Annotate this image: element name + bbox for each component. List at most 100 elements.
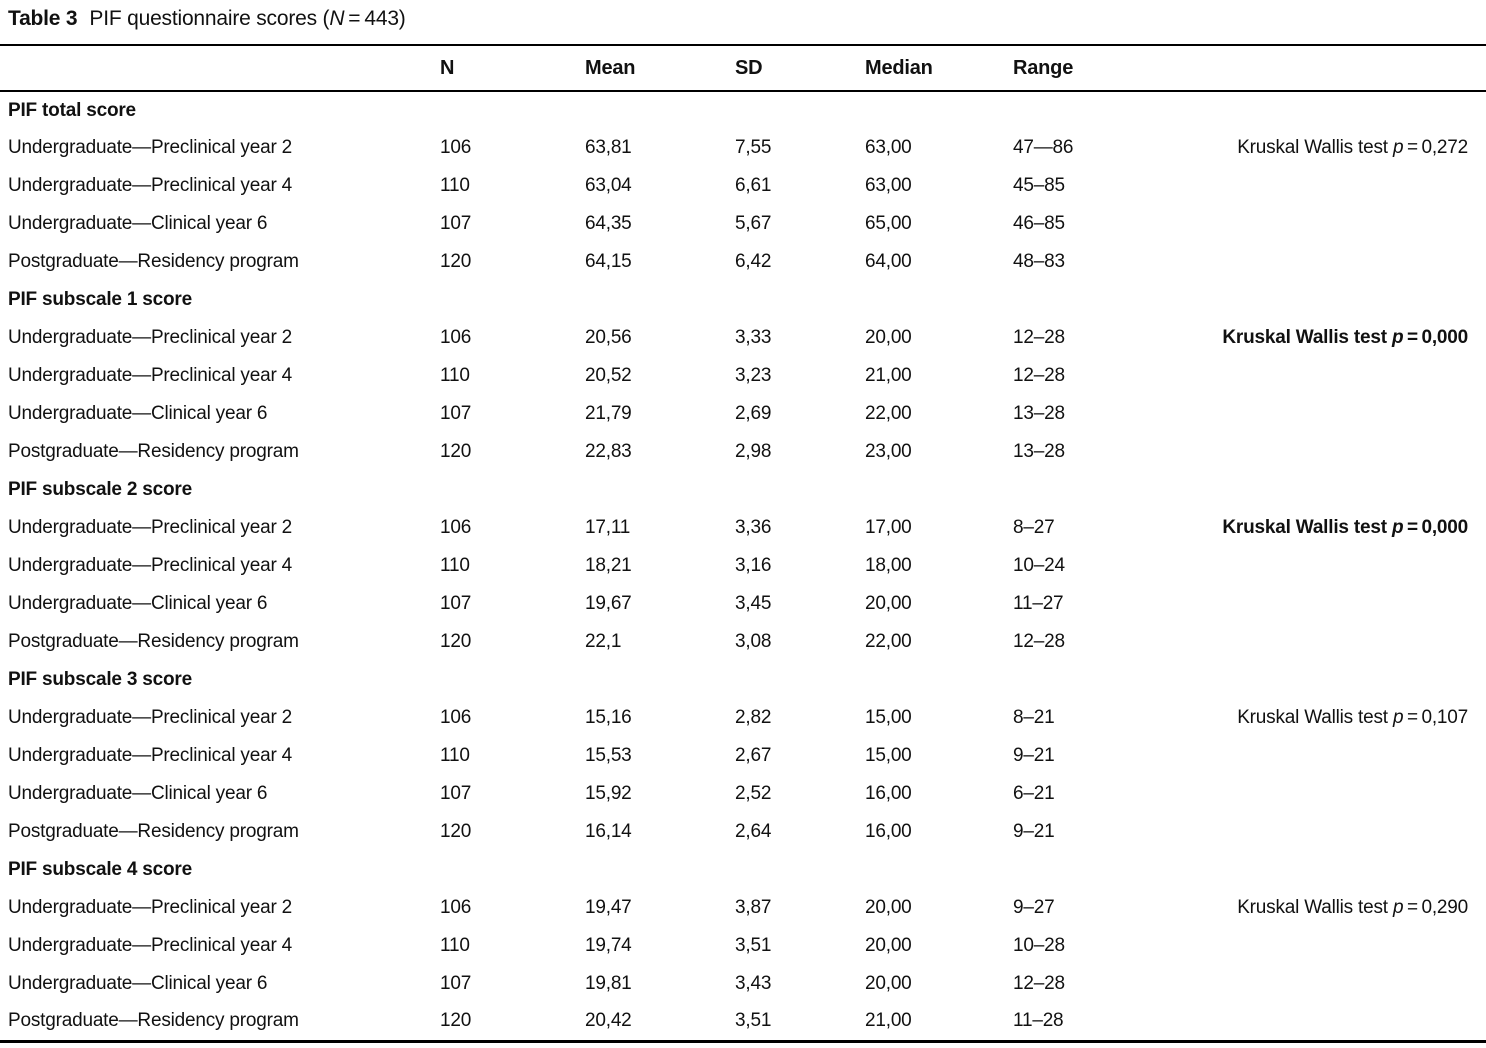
header-sd-column: SD	[735, 56, 763, 79]
table-row: Undergraduate—Preclinical year 4 110 18,21…	[0, 547, 1486, 585]
kruskal-test-cell	[1167, 585, 1486, 623]
range-cell: 13–28	[1013, 403, 1065, 424]
n-cell: 107	[440, 783, 472, 804]
empty-cell	[727, 281, 857, 319]
range-cell: 9–21	[1013, 745, 1055, 766]
median-cell: 18,00	[865, 555, 912, 576]
empty-cell	[1167, 851, 1486, 889]
empty-cell	[1167, 281, 1486, 319]
range-cell: 9–21	[1013, 821, 1055, 842]
median-cell: 16,00	[865, 821, 912, 842]
kruskal-p-value: = 0,000	[1403, 517, 1468, 538]
row-label-cell: Undergraduate—Preclinical year 2	[8, 707, 293, 728]
empty-cell	[1167, 91, 1486, 129]
sd-cell: 3,16	[735, 555, 772, 576]
n-cell: 120	[440, 631, 472, 652]
n-cell: 110	[440, 365, 470, 386]
kruskal-test-text: Kruskal Wallis test	[1237, 137, 1393, 158]
sd-cell: 6,42	[735, 251, 772, 272]
median-cell: 22,00	[865, 403, 912, 424]
table-caption-n-symbol: N	[329, 7, 345, 30]
sd-cell: 2,64	[735, 821, 772, 842]
range-cell: 46–85	[1013, 213, 1065, 234]
sd-cell: 3,33	[735, 327, 772, 348]
kruskal-test-cell	[1167, 623, 1486, 661]
empty-cell	[432, 851, 577, 889]
table-row: Undergraduate—Clinical year 6 107 19,67 3,4…	[0, 585, 1486, 623]
header-n-column: N	[440, 56, 455, 79]
n-cell: 120	[440, 1010, 472, 1032]
median-cell: 64,00	[865, 251, 912, 272]
sd-cell: 5,67	[735, 213, 772, 234]
range-cell: 10–24	[1013, 555, 1065, 576]
median-cell: 15,00	[865, 745, 912, 766]
row-label-cell: Undergraduate—Clinical year 6	[8, 213, 268, 234]
mean-cell: 19,67	[585, 593, 632, 614]
n-cell: 110	[440, 935, 470, 956]
n-cell: 110	[440, 175, 470, 196]
mean-cell: 20,56	[585, 327, 632, 348]
kruskal-test-cell	[1167, 927, 1486, 965]
empty-cell	[857, 91, 1005, 129]
table-body: PIF total score Undergraduate—Preclinical…	[0, 91, 1486, 1041]
section-title: PIF subscale 3 score	[8, 669, 192, 690]
mean-cell: 64,35	[585, 213, 632, 234]
n-cell: 106	[440, 517, 472, 538]
median-cell: 22,00	[865, 631, 912, 652]
sd-cell: 3,87	[735, 897, 772, 918]
sd-cell: 2,82	[735, 707, 772, 728]
sd-cell: 3,08	[735, 631, 772, 652]
mean-cell: 17,11	[585, 517, 631, 538]
kruskal-test-cell	[1167, 737, 1486, 775]
median-cell: 20,00	[865, 897, 912, 918]
table-header: N Mean SD Median Range	[0, 45, 1486, 91]
empty-cell	[857, 661, 1005, 699]
kruskal-p-value: = 0,000	[1403, 327, 1468, 348]
median-cell: 23,00	[865, 441, 912, 462]
mean-cell: 19,81	[585, 973, 632, 994]
n-cell: 107	[440, 403, 472, 424]
sd-cell: 7,55	[735, 137, 772, 158]
table-row: Postgraduate—Residency program 120 16,14 2,…	[0, 813, 1486, 851]
table-row: Postgraduate—Residency program 120 64,15 6,…	[0, 243, 1486, 281]
range-cell: 48–83	[1013, 251, 1065, 272]
n-cell: 107	[440, 973, 472, 994]
row-label-cell: Undergraduate—Preclinical year 2	[8, 897, 293, 918]
range-cell: 8–21	[1013, 707, 1055, 728]
range-cell: 9–27	[1013, 897, 1055, 918]
sd-cell: 3,23	[735, 365, 772, 386]
mean-cell: 63,81	[585, 137, 632, 158]
table-row: Undergraduate—Preclinical year 4 110 15,53…	[0, 737, 1486, 775]
empty-cell	[432, 91, 577, 129]
empty-cell	[857, 281, 1005, 319]
median-cell: 20,00	[865, 593, 912, 614]
empty-cell	[1167, 661, 1486, 699]
kruskal-test-cell: Kruskal Wallis test p = 0,290	[1167, 889, 1486, 927]
n-cell: 120	[440, 441, 472, 462]
kruskal-p-symbol: p	[1391, 517, 1404, 538]
kruskal-p-symbol: p	[1391, 327, 1404, 348]
table-row: Undergraduate—Clinical year 6 107 15,92 2,5…	[0, 775, 1486, 813]
sd-cell: 2,69	[735, 403, 772, 424]
row-label-cell: Undergraduate—Preclinical year 4	[8, 935, 293, 956]
median-cell: 20,00	[865, 935, 912, 956]
n-cell: 110	[440, 745, 470, 766]
table-row: Undergraduate—Preclinical year 2 106 63,81…	[0, 129, 1486, 167]
kruskal-test-text: Kruskal Wallis test	[1222, 517, 1392, 538]
table-row: Undergraduate—Preclinical year 2 106 20,56…	[0, 319, 1486, 357]
header-row: N Mean SD Median Range	[0, 45, 1486, 91]
section-header-row: PIF subscale 3 score	[0, 661, 1486, 699]
table-caption: Table 3 PIF questionnaire scores (N = 443…	[0, 0, 1486, 44]
mean-cell: 22,83	[585, 441, 632, 462]
kruskal-test-cell	[1167, 395, 1486, 433]
row-label-cell: Postgraduate—Residency program	[8, 441, 299, 462]
row-label-cell: Undergraduate—Preclinical year 4	[8, 745, 293, 766]
row-label-cell: Postgraduate—Residency program	[8, 821, 299, 842]
table-caption-text-pre: PIF questionnaire scores (	[89, 7, 330, 30]
n-cell: 107	[440, 213, 472, 234]
empty-cell	[1005, 661, 1167, 699]
empty-cell	[1005, 851, 1167, 889]
mean-cell: 20,42	[585, 1010, 632, 1032]
sd-cell: 6,61	[735, 175, 772, 196]
